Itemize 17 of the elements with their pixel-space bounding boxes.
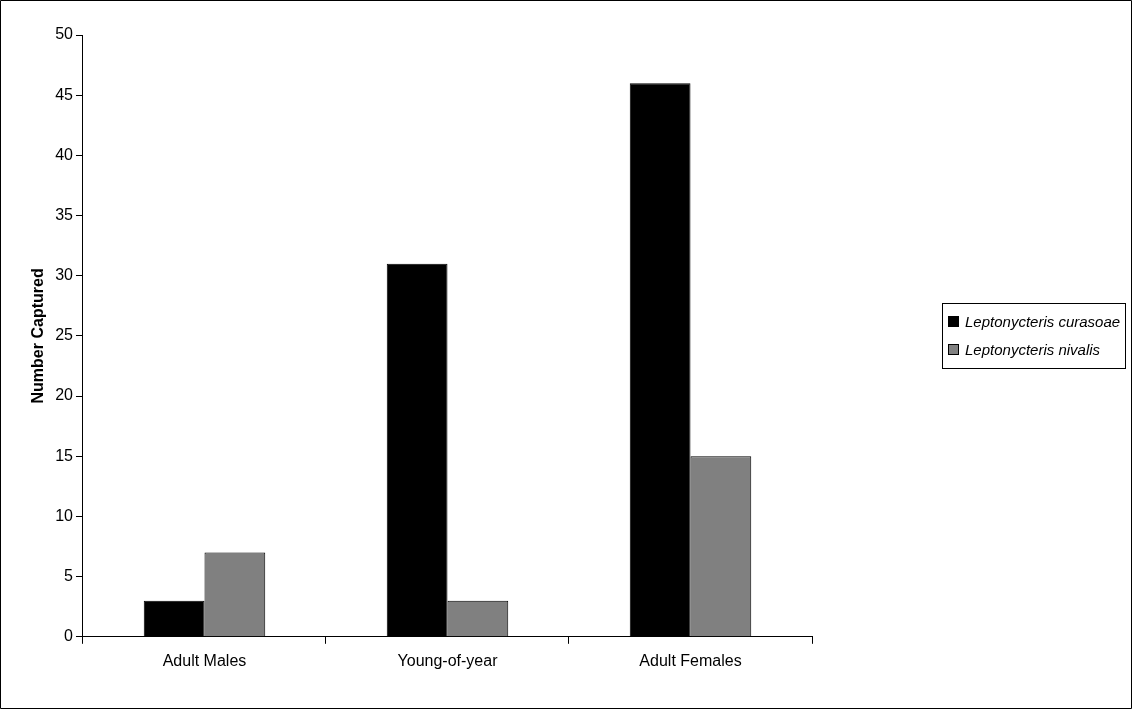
x-tick-label: Young-of-year: [397, 651, 499, 669]
y-tick-label: 0: [64, 627, 74, 645]
y-tick-label: 25: [55, 326, 74, 344]
y-tick-label: 45: [55, 85, 74, 103]
y-tick-label: 35: [55, 205, 74, 223]
legend-label: Leptonycteris curasoae: [965, 311, 1121, 332]
y-tick-label: 50: [55, 25, 74, 43]
y-tick-label: 5: [64, 567, 74, 585]
y-axis-title: Number Captured: [29, 268, 47, 404]
x-tick-label: Adult Males: [162, 651, 247, 669]
y-tick-label: 20: [55, 386, 74, 404]
y-tick-label: 40: [55, 145, 74, 163]
y-tick-label: 15: [55, 446, 74, 464]
legend-label: Leptonycteris nivalis: [965, 339, 1101, 360]
x-tick-label: Adult Females: [639, 651, 742, 669]
y-tick-label: 10: [55, 506, 74, 524]
y-tick-label: 30: [55, 266, 74, 284]
